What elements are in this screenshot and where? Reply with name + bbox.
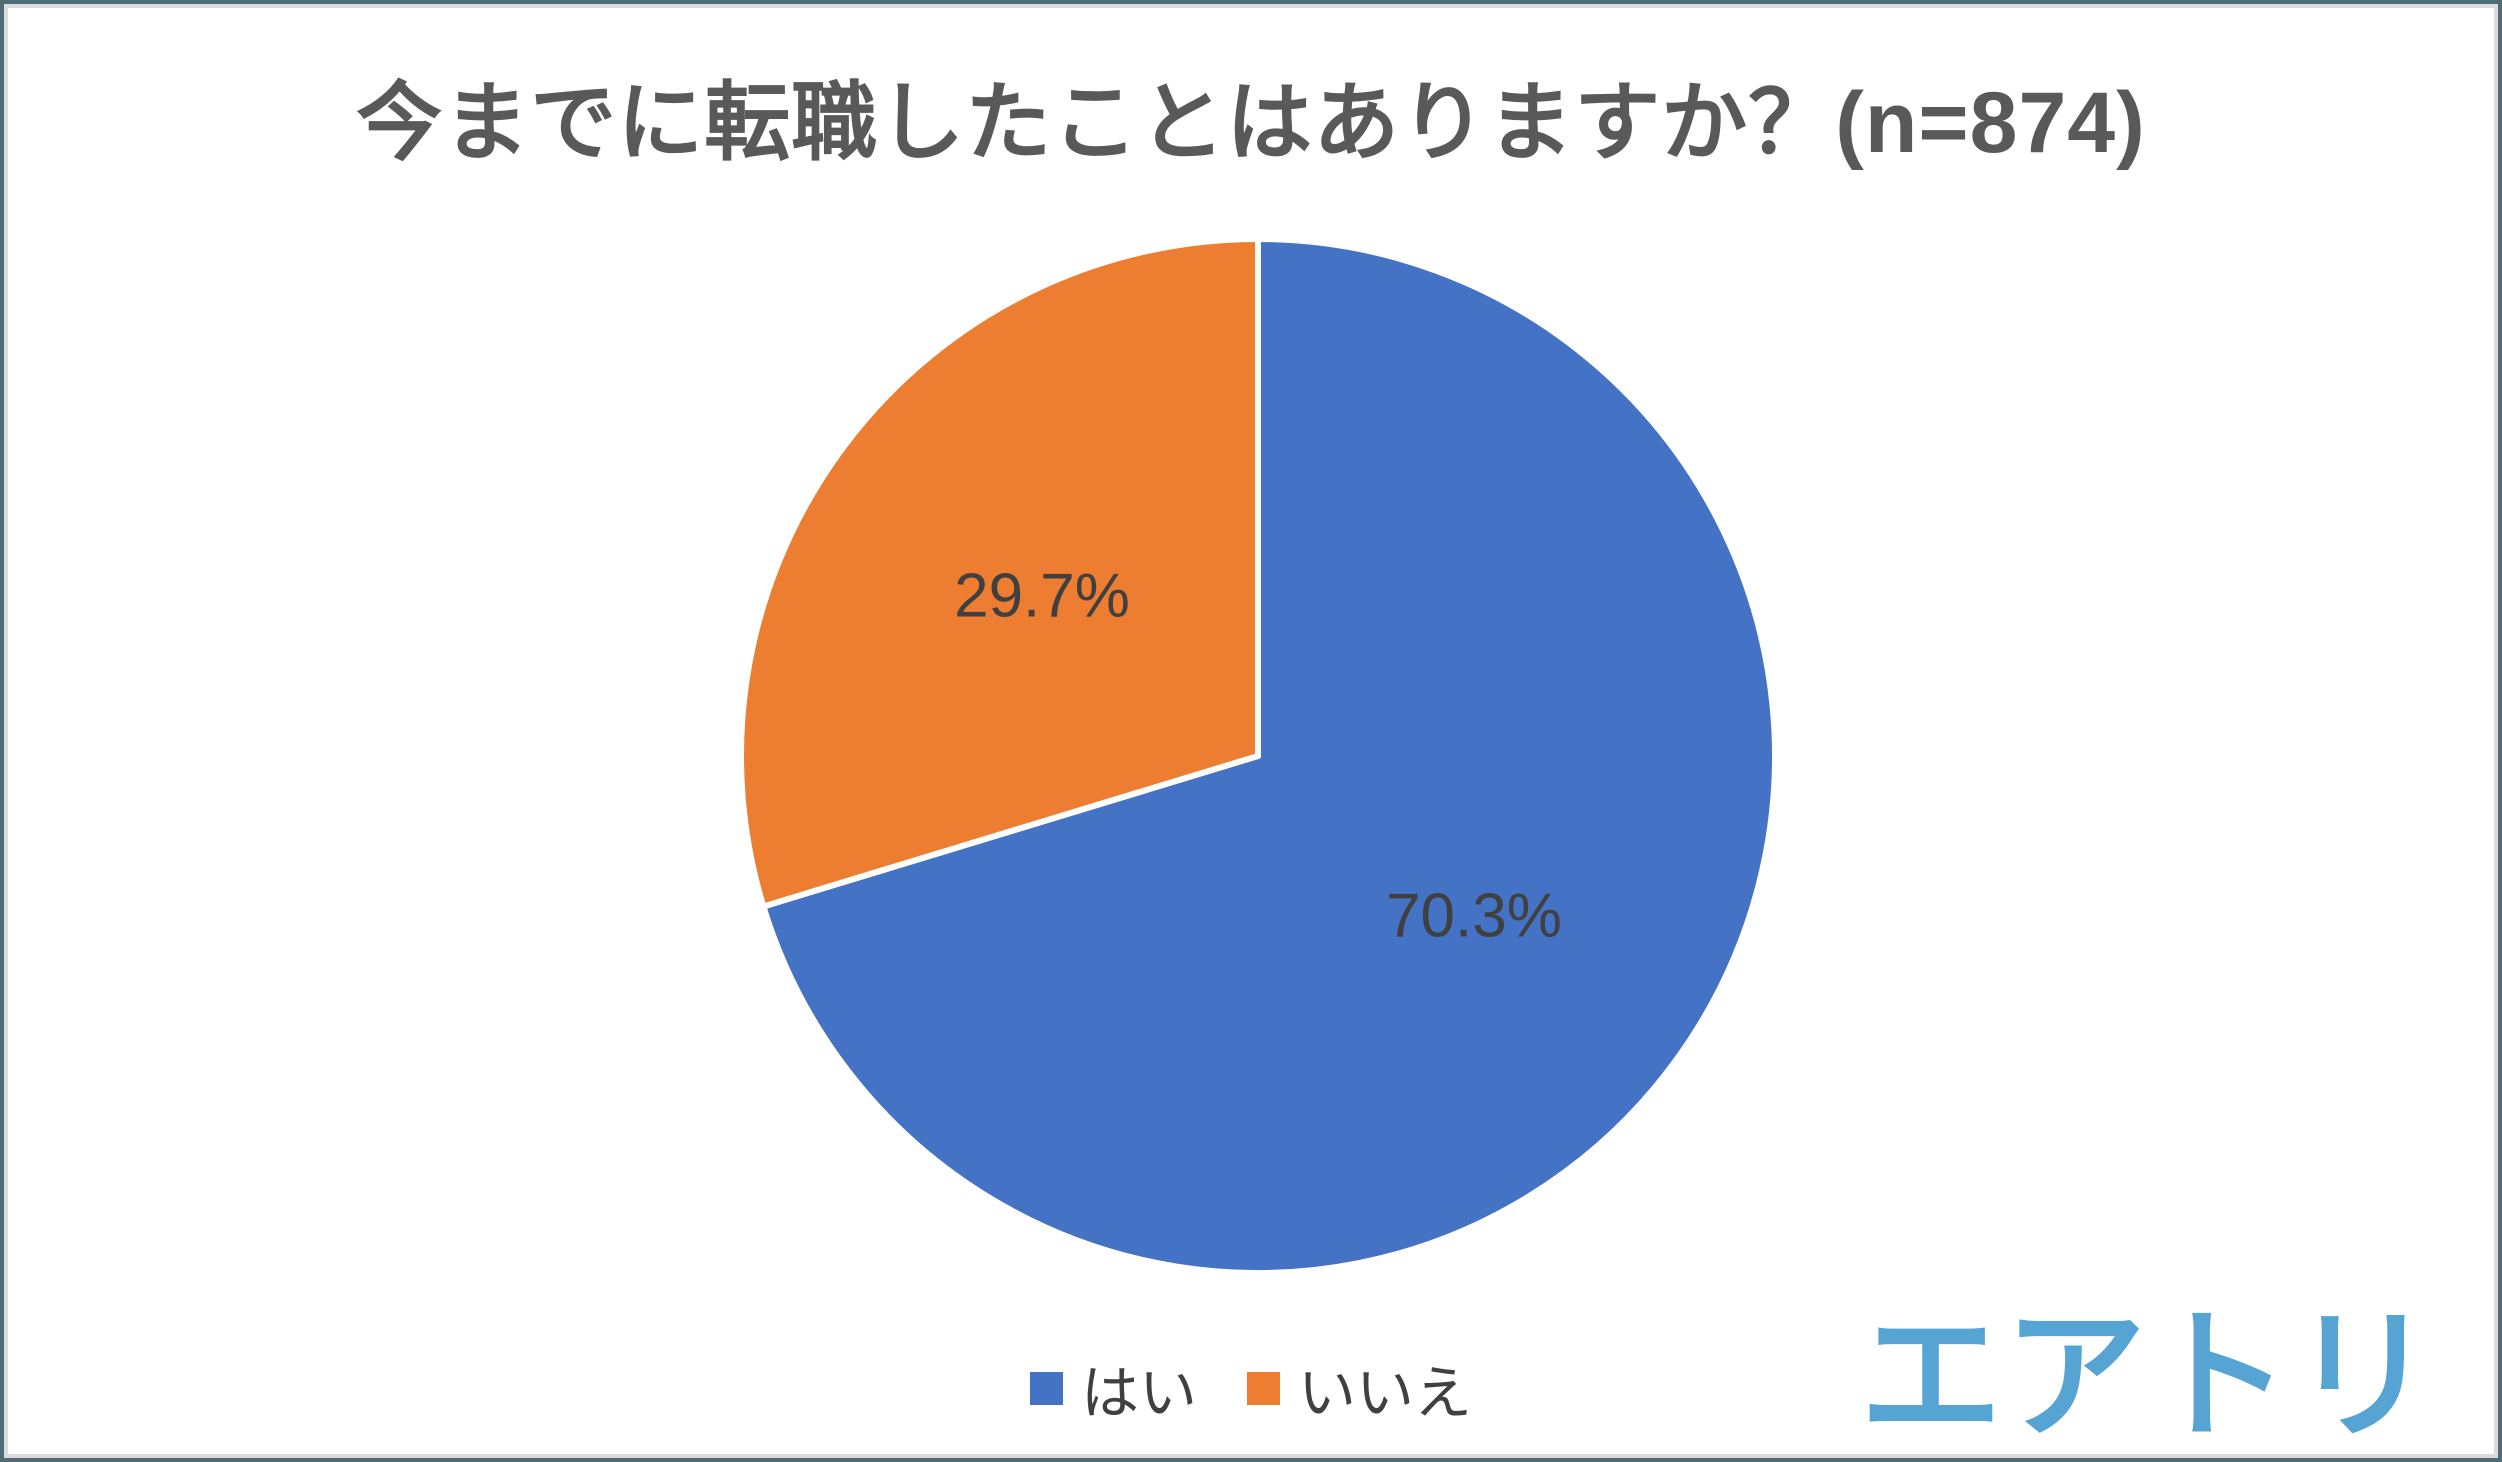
legend-item-no: いいえ: [1247, 1346, 1472, 1430]
legend-swatch-no-icon: [1247, 1371, 1280, 1405]
pie-slice-0: [760, 236, 1778, 1276]
pie-data-label-yes: 70.3%: [1386, 881, 1562, 951]
legend-swatch-yes-icon: [1029, 1371, 1063, 1405]
pie-chart-area: [700, 198, 1816, 1314]
chart-canvas: 今までに転職したことはありますか？(n=874) 70.3% 29.7% はい …: [8, 8, 2494, 1454]
chart-legend: はい いいえ: [1029, 1346, 1472, 1430]
pie-data-label-no: 29.7%: [954, 561, 1130, 631]
legend-label-yes: はい: [1080, 1361, 1197, 1426]
pie-chart: [738, 236, 1778, 1276]
airtrip-logo: エアトリ: [1860, 1297, 2436, 1454]
chart-title: 今までに転職したことはありますか？(n=874): [356, 75, 2146, 171]
legend-label-no: いいえ: [1298, 1361, 1473, 1426]
pie-slice-1: [738, 236, 1261, 910]
legend-item-yes: はい: [1029, 1346, 1197, 1430]
